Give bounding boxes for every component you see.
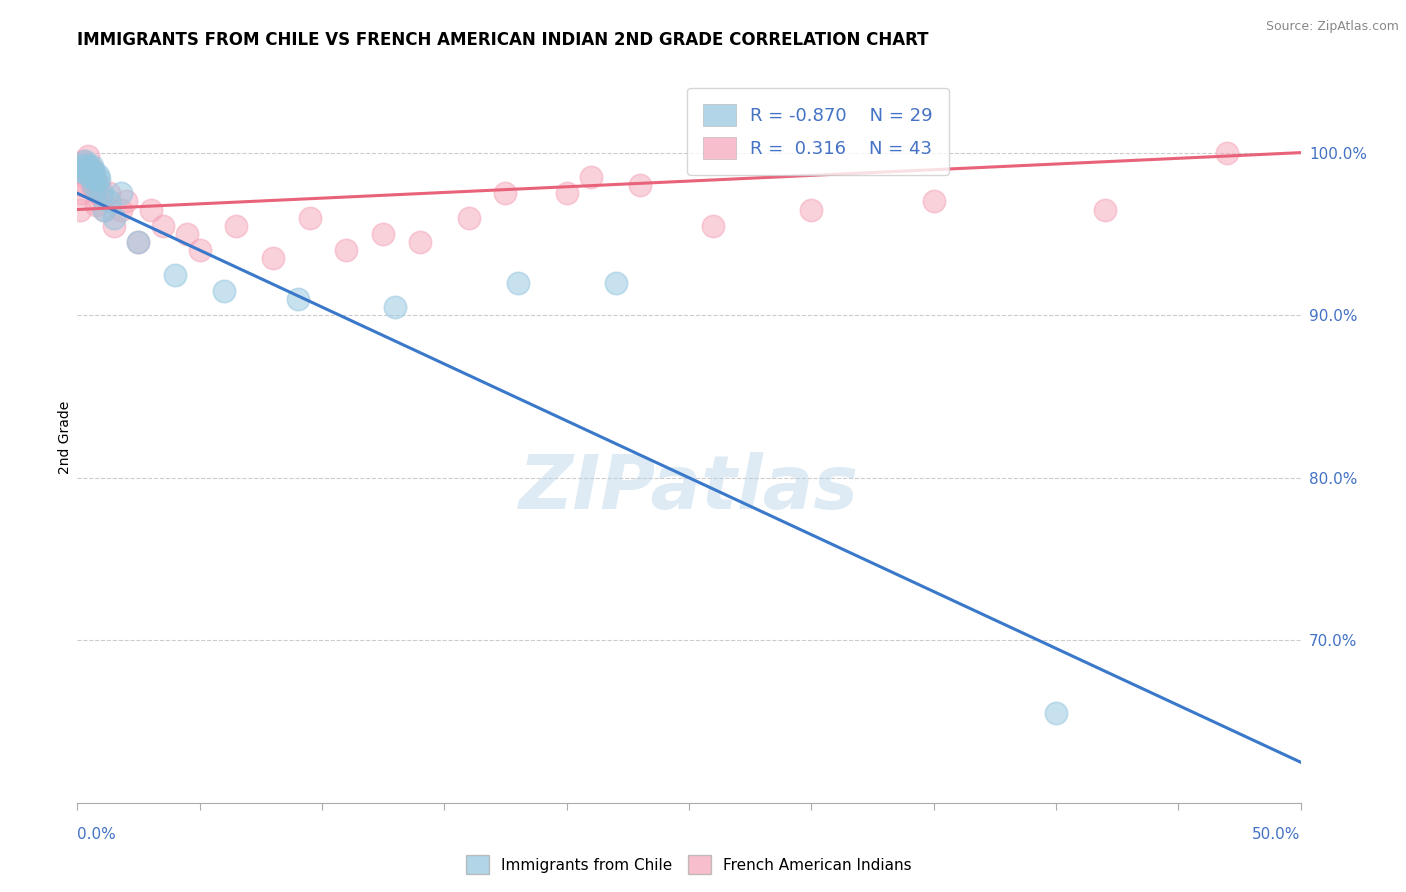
Point — [84, 173, 107, 187]
Point — [70, 159, 93, 173]
Point — [922, 194, 945, 209]
Point — [110, 202, 132, 217]
Point — [409, 235, 432, 249]
Point — [702, 219, 724, 233]
Point — [70, 186, 93, 201]
Legend: Immigrants from Chile, French American Indians: Immigrants from Chile, French American I… — [460, 849, 918, 880]
Point — [176, 227, 198, 241]
Point — [495, 186, 517, 201]
Point — [70, 161, 93, 176]
Point — [87, 169, 110, 183]
Point — [73, 161, 96, 176]
Text: 0.0%: 0.0% — [77, 827, 117, 841]
Point — [628, 178, 651, 193]
Point — [76, 159, 98, 173]
Point — [89, 171, 111, 186]
Point — [77, 149, 100, 163]
Point — [86, 186, 108, 201]
Point — [127, 235, 149, 249]
Point — [188, 243, 211, 257]
Point — [70, 178, 93, 193]
Y-axis label: 2nd Grade: 2nd Grade — [58, 401, 72, 474]
Point — [83, 169, 105, 184]
Point — [800, 202, 823, 217]
Point — [82, 181, 104, 195]
Text: 50.0%: 50.0% — [1253, 827, 1301, 841]
Point — [72, 153, 94, 168]
Point — [605, 276, 627, 290]
Point — [69, 202, 91, 217]
Point — [152, 219, 174, 233]
Text: Source: ZipAtlas.com: Source: ZipAtlas.com — [1265, 20, 1399, 33]
Point — [457, 211, 479, 225]
Point — [73, 153, 96, 168]
Point — [79, 161, 101, 176]
Point — [83, 165, 105, 179]
Point — [139, 202, 162, 217]
Point — [72, 165, 94, 179]
Point — [76, 167, 98, 181]
Point — [103, 211, 125, 225]
Point — [335, 243, 357, 257]
Point — [115, 194, 138, 209]
Point — [371, 227, 394, 241]
Point — [93, 202, 115, 217]
Point — [98, 194, 121, 209]
Point — [110, 186, 132, 201]
Point — [98, 186, 121, 201]
Point — [93, 202, 115, 217]
Point — [80, 161, 103, 176]
Point — [1216, 145, 1239, 160]
Legend: R = -0.870    N = 29, R =  0.316    N = 43: R = -0.870 N = 29, R = 0.316 N = 43 — [688, 87, 949, 175]
Point — [127, 235, 149, 249]
Point — [384, 300, 406, 314]
Point — [298, 211, 321, 225]
Point — [84, 197, 107, 211]
Point — [287, 292, 309, 306]
Point — [79, 161, 101, 175]
Point — [225, 219, 247, 233]
Point — [212, 284, 235, 298]
Point — [89, 178, 111, 193]
Point — [75, 169, 97, 184]
Point — [1094, 202, 1116, 217]
Point — [86, 181, 108, 195]
Point — [90, 186, 112, 201]
Point — [80, 169, 103, 184]
Point — [80, 167, 103, 181]
Point — [1045, 706, 1067, 721]
Text: IMMIGRANTS FROM CHILE VS FRENCH AMERICAN INDIAN 2ND GRADE CORRELATION CHART: IMMIGRANTS FROM CHILE VS FRENCH AMERICAN… — [77, 31, 929, 49]
Point — [80, 159, 103, 173]
Point — [77, 161, 100, 176]
Point — [262, 252, 284, 266]
Point — [103, 219, 125, 233]
Point — [165, 268, 187, 282]
Point — [90, 191, 112, 205]
Point — [506, 276, 529, 290]
Point — [579, 169, 602, 184]
Text: ZIPatlas: ZIPatlas — [519, 451, 859, 524]
Point — [82, 178, 104, 193]
Point — [75, 157, 97, 171]
Point — [555, 186, 578, 201]
